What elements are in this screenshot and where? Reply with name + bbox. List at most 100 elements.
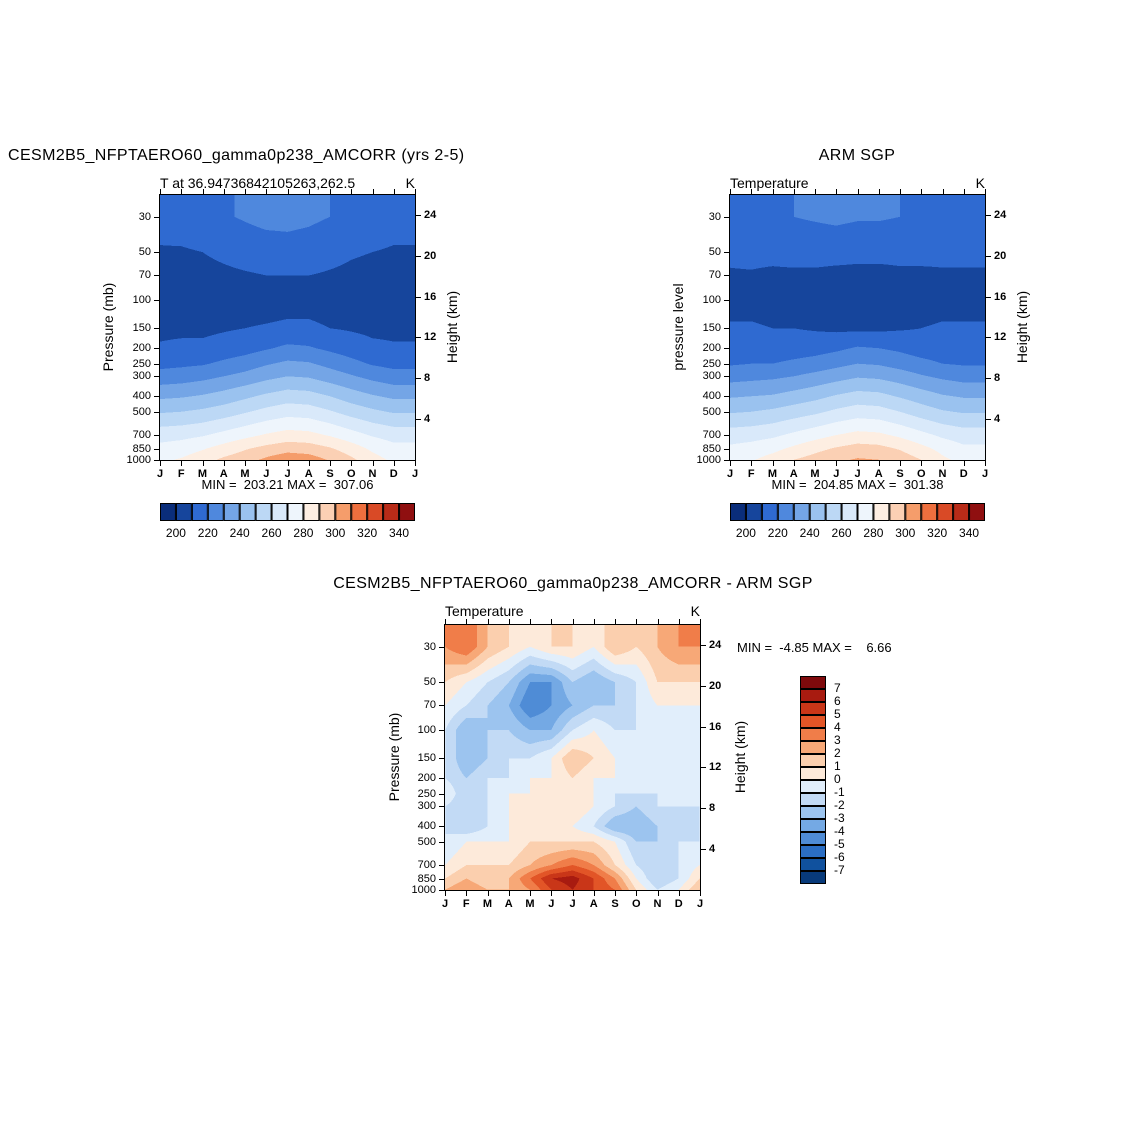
panel-obs-unit-label: K xyxy=(975,175,985,191)
tick-mark xyxy=(181,460,183,466)
pressure-tick-label: 1000 xyxy=(696,454,721,466)
tick-mark xyxy=(508,890,510,896)
panel-obs-subtitle: Temperature xyxy=(730,175,809,191)
tick-mark xyxy=(572,890,574,896)
tick-mark xyxy=(551,619,553,625)
tick-mark xyxy=(308,189,310,195)
tick-mark xyxy=(415,460,416,466)
month-label: M xyxy=(240,468,250,480)
tick-mark xyxy=(393,189,395,195)
tick-mark xyxy=(439,730,445,732)
tick-mark xyxy=(963,189,965,195)
tick-mark xyxy=(724,216,730,218)
panel-model-subtitle: T at 36.94736842105263,262.5 xyxy=(160,175,356,191)
pressure-tick-label: 700 xyxy=(417,859,436,872)
pressure-tick-label: 70 xyxy=(708,269,721,282)
colorbar-tick-label: 300 xyxy=(895,526,916,540)
panel-model-minmax: MIN = 203.21 MAX = 307.06 xyxy=(201,477,374,492)
tick-mark xyxy=(700,767,706,769)
month-label: N xyxy=(653,898,662,910)
panel-obs-ylabel-left: pressure level xyxy=(670,283,686,371)
pressure-tick-label: 200 xyxy=(417,772,436,785)
tick-mark xyxy=(724,363,730,365)
tick-mark xyxy=(724,348,730,350)
height-tick-label: 4 xyxy=(709,843,716,856)
pressure-tick-label: 200 xyxy=(702,342,721,355)
tick-mark xyxy=(772,460,774,466)
pressure-tick-label: 400 xyxy=(132,390,151,403)
colorbar-tick-label: -7 xyxy=(834,863,845,877)
plot-frame xyxy=(159,194,416,461)
colorbar-tick-label: 3 xyxy=(834,733,841,747)
colorbar-tick-label: 240 xyxy=(799,526,820,540)
pressure-tick-label: 70 xyxy=(138,269,151,282)
panel-diff-unit-label: K xyxy=(690,603,700,619)
tick-mark xyxy=(963,460,965,466)
tick-mark xyxy=(700,619,701,625)
pressure-tick-label: 500 xyxy=(417,835,436,848)
month-label: M xyxy=(197,468,208,480)
tick-mark xyxy=(700,685,706,687)
height-tick-label: 16 xyxy=(994,290,1007,303)
height-tick-label: 8 xyxy=(424,372,431,385)
colorbar-tick-label: -6 xyxy=(834,850,845,864)
month-label: M xyxy=(767,468,778,480)
pressure-tick-label: 250 xyxy=(132,357,151,370)
tick-mark xyxy=(415,296,421,298)
panel-diff-title: CESM2B5_NFPTAERO60_gamma0p238_AMCORR - A… xyxy=(333,575,813,592)
tick-mark xyxy=(751,189,753,195)
panel-diff-minmax: MIN = -4.85 MAX = 6.66 xyxy=(737,640,892,655)
pressure-tick-label: 300 xyxy=(417,800,436,813)
height-tick-label: 20 xyxy=(424,249,437,262)
colorbar-tick-label: -3 xyxy=(834,811,845,825)
tick-mark xyxy=(815,460,816,466)
pressure-tick-label: 1000 xyxy=(411,884,436,896)
month-label: D xyxy=(674,898,683,910)
colorbar-tick-label: 220 xyxy=(767,526,788,540)
tick-mark xyxy=(466,890,468,896)
month-label: J xyxy=(833,468,840,480)
tick-mark xyxy=(154,363,160,365)
pressure-tick-label: 150 xyxy=(702,322,721,335)
colorbar-diff xyxy=(800,676,826,884)
contour-plot-obs xyxy=(730,195,985,460)
pressure-tick-label: 50 xyxy=(138,246,151,258)
tick-mark xyxy=(266,460,268,466)
height-tick-label: 24 xyxy=(709,638,722,651)
colorbar-model xyxy=(160,503,415,521)
tick-mark xyxy=(487,619,489,625)
tick-mark xyxy=(439,890,445,891)
tick-mark xyxy=(154,460,160,461)
colorbar-tick-label: -4 xyxy=(834,824,845,838)
month-label: M xyxy=(525,898,535,910)
tick-mark xyxy=(636,890,638,896)
pressure-tick-label: 400 xyxy=(417,820,436,833)
colorbar-tick-label: 5 xyxy=(834,707,841,721)
colorbar-tick-label: 200 xyxy=(735,526,756,540)
tick-mark xyxy=(445,619,446,625)
pressure-tick-label: 850 xyxy=(417,872,436,885)
contour-plot-diff xyxy=(445,625,700,890)
tick-mark xyxy=(985,337,991,339)
pressure-tick-label: 500 xyxy=(702,405,721,418)
pressure-tick-label: 50 xyxy=(423,676,436,688)
tick-mark xyxy=(223,189,225,195)
tick-mark xyxy=(439,841,445,843)
month-label: O xyxy=(346,468,356,480)
pressure-tick-label: 300 xyxy=(702,370,721,383)
month-label: M xyxy=(482,898,493,910)
tick-mark xyxy=(154,348,160,350)
tick-mark xyxy=(572,619,574,625)
tick-mark xyxy=(154,448,160,450)
colorbar-tick-label: 340 xyxy=(959,526,980,540)
height-tick-label: 8 xyxy=(709,802,716,815)
tick-mark xyxy=(793,460,795,466)
colorbar-tick-label: 300 xyxy=(325,526,346,540)
height-tick-label: 16 xyxy=(709,720,722,733)
tick-mark xyxy=(439,878,445,880)
tick-mark xyxy=(700,808,706,810)
colorbar-tick-label: 1 xyxy=(834,759,841,773)
tick-mark xyxy=(266,189,268,195)
tick-mark xyxy=(942,189,944,195)
pressure-tick-label: 250 xyxy=(417,787,436,800)
